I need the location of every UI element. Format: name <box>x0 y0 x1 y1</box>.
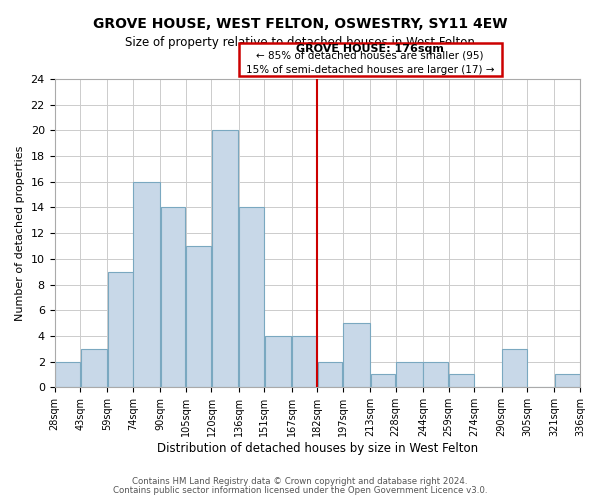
Bar <box>161 208 185 388</box>
Text: GROVE HOUSE, WEST FELTON, OSWESTRY, SY11 4EW: GROVE HOUSE, WEST FELTON, OSWESTRY, SY11… <box>93 18 507 32</box>
Y-axis label: Number of detached properties: Number of detached properties <box>15 146 25 321</box>
Bar <box>187 246 211 388</box>
Text: Contains HM Land Registry data © Crown copyright and database right 2024.: Contains HM Land Registry data © Crown c… <box>132 477 468 486</box>
Text: Contains public sector information licensed under the Open Government Licence v3: Contains public sector information licen… <box>113 486 487 495</box>
Text: GROVE HOUSE: 176sqm: GROVE HOUSE: 176sqm <box>296 44 444 54</box>
Text: Size of property relative to detached houses in West Felton: Size of property relative to detached ho… <box>125 36 475 49</box>
Bar <box>55 362 80 388</box>
Bar <box>396 362 422 388</box>
Bar <box>133 182 160 388</box>
Text: ← 85% of detached houses are smaller (95): ← 85% of detached houses are smaller (95… <box>256 50 484 60</box>
Bar <box>292 336 317 388</box>
Bar <box>80 349 107 388</box>
Bar <box>424 362 448 388</box>
Bar <box>108 272 133 388</box>
Bar <box>502 349 527 388</box>
Bar <box>212 130 238 388</box>
Bar <box>317 362 343 388</box>
Text: 15% of semi-detached houses are larger (17) →: 15% of semi-detached houses are larger (… <box>246 66 494 76</box>
Bar <box>265 336 291 388</box>
Bar <box>371 374 395 388</box>
Bar <box>239 208 264 388</box>
Bar <box>343 323 370 388</box>
X-axis label: Distribution of detached houses by size in West Felton: Distribution of detached houses by size … <box>157 442 478 455</box>
Bar <box>449 374 474 388</box>
Bar <box>555 374 580 388</box>
